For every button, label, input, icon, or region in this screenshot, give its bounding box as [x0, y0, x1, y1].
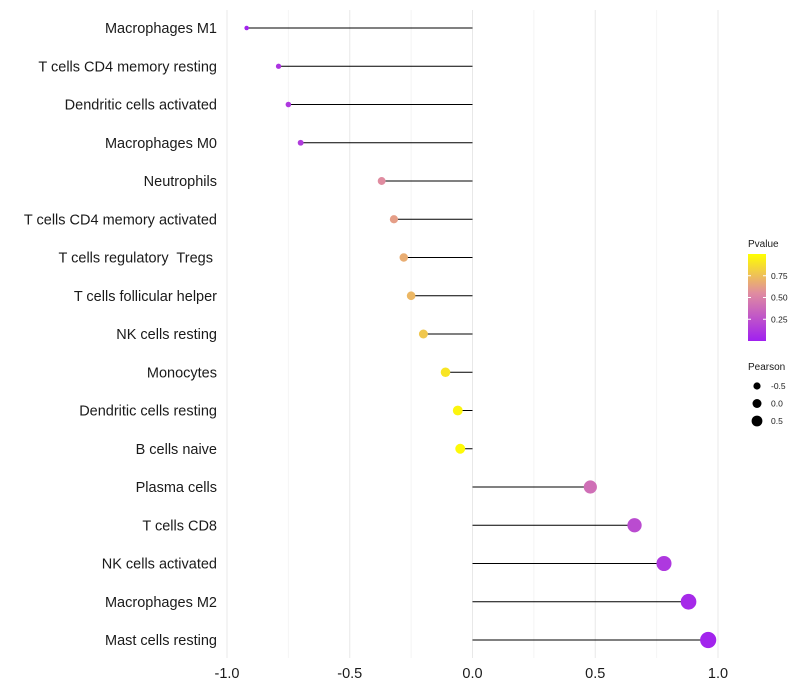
point-t-cells-regulatory-tregs	[399, 253, 408, 262]
point-t-cells-cd8	[627, 518, 642, 533]
pearson-size-label: -0.5	[771, 381, 786, 391]
point-t-cells-cd4-memory-activated	[389, 215, 399, 224]
point-nk-cells-resting	[418, 329, 428, 339]
y-label-nk-cells-resting: NK cells resting	[116, 327, 217, 343]
y-label-nk-cells-activated: NK cells activated	[102, 557, 217, 573]
point-t-cells-cd4-memory-resting	[275, 63, 282, 69]
y-label-t-cells-regulatory-tregs: T cells regulatory Tregs	[59, 251, 218, 267]
y-label-macrophages-m1: Macrophages M1	[105, 21, 217, 37]
y-label-macrophages-m0: Macrophages M0	[105, 136, 217, 152]
pvalue-legend: Pvalue 0.75 0.50 0.25	[748, 239, 788, 341]
point-monocytes	[440, 367, 451, 378]
point-dendritic-cells-resting	[452, 405, 463, 416]
points	[244, 25, 717, 649]
point-b-cells-naive	[455, 443, 466, 454]
y-label-dendritic-cells-activated: Dendritic cells activated	[65, 98, 217, 114]
point-nk-cells-activated	[656, 555, 672, 572]
x-tick-label: -0.5	[337, 666, 362, 682]
pearson-size-label: 0.0	[771, 399, 783, 409]
pearson-legend-title: Pearson	[748, 362, 785, 373]
y-label-t-cells-cd4-memory-activated: T cells CD4 memory activated	[24, 212, 217, 228]
x-tick-label: 1.0	[708, 666, 728, 682]
x-tick-label: 0.5	[585, 666, 605, 682]
pvalue-tick-label: 0.50	[771, 293, 788, 303]
point-neutrophils	[377, 177, 386, 185]
y-axis-labels: Macrophages M1 T cells CD4 memory resting…	[24, 21, 217, 649]
pvalue-tick-label: 0.25	[771, 314, 788, 324]
point-mast-cells-resting	[700, 631, 717, 649]
stems	[246, 27, 709, 641]
pearson-size-label: 0.5	[771, 416, 783, 426]
point-macrophages-m1	[244, 25, 249, 31]
y-label-plasma-cells: Plasma cells	[136, 480, 217, 496]
point-macrophages-m0	[297, 139, 304, 146]
y-label-macrophages-m2: Macrophages M2	[105, 595, 217, 611]
y-label-neutrophils: Neutrophils	[144, 174, 217, 190]
point-dendritic-cells-activated	[285, 101, 292, 108]
pearson-legend: Pearson -0.5 0.0 0.5	[748, 362, 786, 427]
x-tick-label: -1.0	[215, 666, 240, 682]
pearson-size-key	[753, 382, 761, 390]
pvalue-colorbar	[748, 254, 766, 341]
y-label-t-cells-cd8: T cells CD8	[142, 518, 217, 534]
pvalue-tick-label: 0.75	[771, 271, 788, 281]
y-label-t-cells-follicular-helper: T cells follicular helper	[74, 289, 217, 305]
y-label-monocytes: Monocytes	[147, 365, 217, 381]
y-label-t-cells-cd4-memory-resting: T cells CD4 memory resting	[38, 59, 217, 75]
y-label-dendritic-cells-resting: Dendritic cells resting	[79, 404, 217, 420]
point-t-cells-follicular-helper	[406, 291, 416, 301]
y-label-b-cells-naive: B cells naive	[136, 442, 217, 458]
y-label-mast-cells-resting: Mast cells resting	[105, 633, 217, 649]
x-axis-ticks: -1.0 -0.5 0.0 0.5 1.0	[215, 666, 729, 682]
pearson-size-key	[752, 399, 762, 408]
point-macrophages-m2	[680, 593, 697, 610]
pvalue-legend-title: Pvalue	[748, 239, 779, 250]
x-tick-label: 0.0	[462, 666, 482, 682]
grid	[226, 10, 719, 658]
point-plasma-cells	[583, 480, 597, 494]
pearson-size-key	[751, 415, 763, 427]
